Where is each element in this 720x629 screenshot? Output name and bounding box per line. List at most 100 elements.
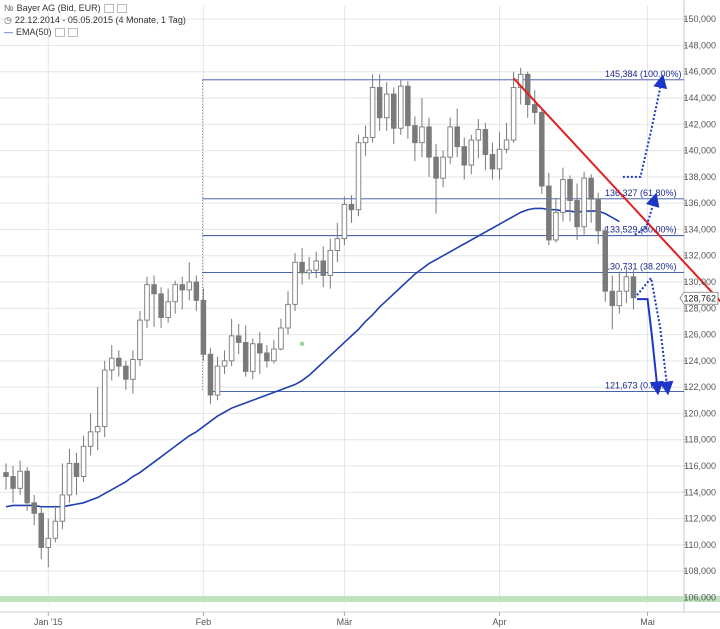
bottom-highlight-band	[0, 596, 720, 602]
candle-body-up	[306, 269, 312, 274]
y-tick-label: 126,000	[683, 330, 716, 340]
candle	[38, 506, 45, 560]
instrument-label: Bayer AG (Bid, EUR)	[16, 3, 101, 13]
candle	[306, 257, 312, 280]
candle	[52, 505, 59, 543]
candle	[560, 167, 566, 222]
candle-body-down	[412, 125, 418, 144]
candle	[200, 288, 207, 361]
y-tick-label: 106,000	[683, 592, 716, 602]
candle	[242, 325, 249, 377]
candle	[66, 448, 73, 503]
candle-body-up	[52, 520, 59, 539]
candle	[327, 238, 334, 289]
candle	[496, 132, 503, 180]
last-price-box	[679, 291, 719, 305]
candle-body-up	[496, 148, 503, 170]
x-tick-label: Apr	[492, 617, 506, 627]
candle	[461, 137, 468, 180]
candle	[426, 117, 432, 177]
candle	[80, 435, 87, 482]
trendline	[512, 77, 720, 303]
y-tick-label: 146,000	[683, 67, 716, 77]
candle	[165, 288, 171, 323]
candle-body-down	[116, 357, 122, 367]
candle-body-up	[398, 85, 404, 129]
candle	[299, 247, 305, 285]
candle	[24, 467, 30, 511]
candle	[532, 90, 538, 125]
candle-body-up	[45, 537, 52, 548]
candle-body-up	[101, 369, 108, 428]
candle-body-down	[630, 276, 637, 299]
candle	[341, 196, 348, 246]
candle	[10, 466, 16, 503]
candle	[158, 287, 164, 328]
indicator-settings-button[interactable]	[54, 28, 65, 38]
candle-body-up	[616, 290, 623, 307]
y-tick-label: 120,000	[683, 408, 716, 418]
period-label: 22.12.2014 - 05.05.2015 (4 Monate, 1 Tag…	[14, 15, 186, 25]
candle	[137, 310, 143, 367]
x-tick-label: Jan '15	[34, 617, 63, 627]
candle	[313, 251, 319, 279]
candle-body-up	[94, 426, 101, 433]
candle	[609, 275, 616, 330]
candle	[207, 347, 214, 405]
candle	[376, 74, 383, 131]
candle-body-down	[73, 462, 80, 477]
candle	[172, 280, 178, 314]
candle	[539, 109, 545, 194]
fib-level-label: 121,673 (0.00%)	[605, 380, 672, 390]
settings-button[interactable]	[103, 4, 114, 14]
candle-body-down	[391, 93, 397, 129]
candle-body-down	[257, 343, 263, 354]
indicator-close-button[interactable]	[67, 28, 78, 38]
candle	[391, 87, 397, 144]
y-tick-label: 140,000	[683, 146, 716, 156]
candle-body-down	[588, 177, 594, 200]
candle-body-down	[546, 185, 552, 241]
ema50-line	[5, 207, 620, 508]
candle-body-down	[595, 198, 601, 232]
candle-body-down	[539, 112, 545, 187]
candle	[320, 246, 327, 288]
candle-body-up	[369, 87, 376, 138]
ema-legend-icon: —	[4, 27, 13, 37]
x-axis: Jan '15 Feb Mär Apr Mai	[34, 612, 655, 627]
ema-line	[5, 207, 620, 508]
candle	[510, 71, 517, 143]
candle-body-up	[130, 359, 136, 380]
candle-body-up	[165, 301, 171, 318]
candle	[151, 275, 157, 327]
candle	[454, 108, 460, 158]
y-tick-label: 112,000	[684, 514, 716, 524]
candle-body-up	[87, 431, 94, 447]
candle	[221, 350, 228, 374]
candle-body-up	[137, 319, 143, 360]
candle-body-up	[292, 261, 298, 305]
y-tick-label: 108,000	[683, 566, 716, 576]
candle	[257, 331, 263, 374]
candle-body-down	[602, 230, 609, 292]
x-tick-label: Mär	[337, 617, 353, 627]
candle-body-down	[200, 299, 207, 355]
candle	[503, 122, 510, 154]
candle	[144, 276, 150, 328]
candle	[362, 125, 369, 156]
candle	[334, 222, 341, 263]
candle-body-up	[468, 139, 475, 166]
candle-body-down	[376, 87, 383, 119]
candle-body-down	[264, 352, 270, 362]
candle-body-up	[447, 126, 453, 158]
y-tick-label: 136,000	[683, 198, 716, 208]
candle	[440, 150, 446, 188]
y-tick-label: 134,000	[683, 224, 716, 234]
candle-body-down	[567, 179, 573, 201]
x-tick-label: Feb	[196, 617, 212, 627]
candle-body-down	[207, 353, 214, 396]
candle	[228, 318, 235, 367]
close-button[interactable]	[116, 4, 127, 14]
candlestick-series	[3, 67, 637, 568]
